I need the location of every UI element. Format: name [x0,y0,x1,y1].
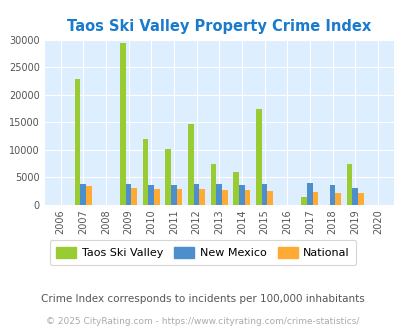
Bar [352,187,357,205]
Bar [86,186,92,205]
Bar [267,191,273,205]
Bar [148,185,153,205]
Bar [143,139,148,205]
Bar [80,184,86,205]
Bar [256,109,261,205]
Bar [335,192,340,205]
Bar [131,187,137,205]
Text: © 2025 CityRating.com - https://www.cityrating.com/crime-statistics/: © 2025 CityRating.com - https://www.city… [46,317,359,326]
Bar [126,184,131,205]
Bar [188,124,193,205]
Bar [210,164,216,205]
Bar [216,184,222,205]
Bar [244,190,250,205]
Bar [165,148,171,205]
Bar [222,190,227,205]
Bar [239,185,244,205]
Bar [193,184,199,205]
Bar [171,185,176,205]
Title: Taos Ski Valley Property Crime Index: Taos Ski Valley Property Crime Index [67,19,371,34]
Bar [329,185,335,205]
Bar [120,44,126,205]
Bar [312,192,318,205]
Bar [153,189,159,205]
Bar [346,164,352,205]
Bar [306,183,312,205]
Text: Crime Index corresponds to incidents per 100,000 inhabitants: Crime Index corresponds to incidents per… [41,294,364,304]
Bar [199,189,205,205]
Bar [233,172,239,205]
Bar [75,79,80,205]
Bar [357,192,363,205]
Bar [261,184,267,205]
Legend: Taos Ski Valley, New Mexico, National: Taos Ski Valley, New Mexico, National [49,240,356,265]
Bar [176,189,182,205]
Bar [301,197,306,205]
